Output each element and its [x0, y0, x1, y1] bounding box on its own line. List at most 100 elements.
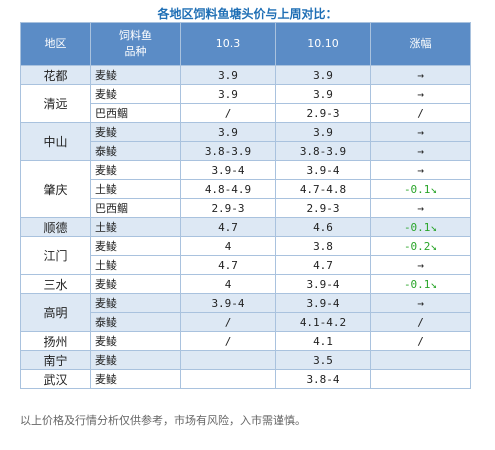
region-cell: 肇庆: [20, 160, 91, 218]
price-cell: 3.9-4: [275, 274, 371, 294]
species-cell: 麦鲮: [90, 236, 181, 256]
price-cell: 3.9: [275, 122, 371, 142]
price-cell: 3.9: [180, 84, 276, 104]
species-cell: 巴西鲴: [90, 198, 181, 218]
species-cell: 泰鲮: [90, 141, 181, 161]
price-cell: 3.9-4: [275, 293, 371, 313]
table-row: 扬州 麦鲮/4.1/: [20, 331, 471, 351]
price-cell: 3.9: [180, 122, 276, 142]
price-cell: 2.9-3: [275, 103, 371, 123]
title: 各地区饲料鱼塘头价与上周对比：: [157, 7, 338, 21]
price-cell: →: [370, 293, 471, 313]
table-row: 巴西鲴 2.9-3 2.9-3 →: [21, 198, 471, 218]
price-cell: /: [180, 331, 276, 351]
price-cell: →: [370, 65, 471, 85]
price-cell: 4.1-4.2: [275, 312, 371, 332]
price-cell: 4.7: [180, 217, 276, 237]
price-cell: 3.8-3.9: [275, 141, 371, 161]
empty-cell: [370, 350, 471, 370]
species-cell: 麦鲮: [90, 160, 181, 180]
price-cell: -0.1↘: [370, 274, 471, 294]
region-cell: 高明: [20, 293, 91, 332]
table-row: 清远 麦鲮 3.9 3.9 →: [20, 84, 471, 123]
footer-note: 以上价格及行情分析仅供参考，市场有风险，入市需谨慎。: [20, 414, 306, 427]
region-cell: 武汉: [20, 369, 91, 389]
header-cell: 10.3: [180, 22, 276, 66]
species-cell: 麦鲮: [90, 350, 181, 370]
species-cell: 泰鲮: [90, 312, 181, 332]
price-cell: 4.1: [275, 331, 371, 351]
species-cell: 土鲮: [90, 217, 181, 237]
region-cell: 中山: [20, 122, 91, 161]
empty-cell: [180, 369, 276, 389]
price-cell: →: [370, 122, 471, 142]
price-cell: /: [370, 331, 471, 351]
table-row: 高明 麦鲮 3.9-4 3.9-4 →: [20, 293, 471, 332]
header-cell: 饲料鱼 品种: [90, 22, 181, 66]
table-row: 花都 麦鲮 3.9 3.9 →: [20, 65, 471, 85]
region-cell: 江门: [20, 236, 91, 275]
table-row: 顺德 土鲮 4.7 4.6 -0.1↘: [20, 217, 471, 237]
price-cell: 3.9: [180, 65, 276, 85]
header-cell: 地区: [20, 22, 91, 66]
price-cell: 3.8: [275, 236, 371, 256]
header-row: 地区 饲料鱼 品种 10.3 10.10 涨幅: [20, 22, 471, 66]
price-cell: 3.9-4: [180, 293, 276, 313]
price-cell: 3.9-4: [180, 160, 276, 180]
header-line: 饲料鱼: [119, 29, 152, 42]
species-cell: 麦鲮: [90, 274, 181, 294]
species-cell: 土鲮: [90, 255, 181, 275]
price-cell: →: [370, 84, 471, 104]
species-cell: 麦鲮: [90, 369, 181, 389]
species-cell: 麦鲮: [90, 122, 181, 142]
price-cell: 4.7-4.8: [275, 179, 371, 199]
price-cell: 4.6: [275, 217, 371, 237]
species-cell: 麦鲮: [90, 65, 181, 85]
price-cell: 4: [180, 236, 276, 256]
price-table: 地区 饲料鱼 品种 10.3 10.10 涨幅 花都 麦鲮 3.9 3.9 → 清远 麦鲮 3.9 3.9…: [20, 22, 471, 389]
price-cell: 4: [180, 274, 276, 294]
price-cell: /: [180, 103, 276, 123]
region-cell: 花都: [20, 65, 91, 85]
table-row: 中山 麦鲮 3.9 3.9 →: [20, 122, 471, 161]
price-cell: 3.9: [275, 65, 371, 85]
table-row: 泰鲮 3.8-3.9 3.8-3.9 →: [21, 141, 471, 161]
header-line: 品种: [124, 45, 147, 58]
species-cell: 麦鲮: [90, 331, 181, 351]
price-cell: 2.9-3: [275, 198, 371, 218]
header-cell: 涨幅: [370, 22, 471, 66]
table-row: 泰鲮/4.1-4.2/: [21, 312, 471, 332]
price-cell: →: [370, 255, 471, 275]
price-cell: 3.9-4: [275, 160, 371, 180]
price-cell: /: [370, 103, 471, 123]
price-cell: →: [370, 141, 471, 161]
region-cell: 清远: [20, 84, 91, 123]
empty-cell: [370, 369, 471, 389]
species-cell: 麦鲮: [90, 84, 181, 104]
price-cell: →: [370, 198, 471, 218]
price-cell: -0.2↘: [370, 236, 471, 256]
region-cell: 扬州: [20, 331, 91, 351]
header-cell: 10.10: [275, 22, 371, 66]
region-cell: 三水: [20, 274, 91, 294]
price-cell: 3.8-4: [275, 369, 371, 389]
price-cell: 2.9-3: [180, 198, 276, 218]
empty-cell: [180, 350, 276, 370]
region-cell: 顺德: [20, 217, 91, 237]
table-row: 江门 麦鲮 4 3.8 -0.2↘: [20, 236, 471, 275]
table-body: 花都 麦鲮 3.9 3.9 → 清远 麦鲮 3.9 3.9 → 巴西鲴/2.9-3/中山 麦鲮 3.9 3…: [20, 65, 471, 389]
price-cell: 3.9: [275, 84, 371, 104]
species-cell: 土鲮: [90, 179, 181, 199]
price-cell: 3.8-3.9: [180, 141, 276, 161]
table-row: 三水 麦鲮 4 3.9-4 -0.1↘: [20, 274, 471, 294]
region-cell: 南宁: [20, 350, 91, 370]
price-cell: 4.7: [275, 255, 371, 275]
price-cell: 4.7: [180, 255, 276, 275]
price-cell: /: [180, 312, 276, 332]
table-row: 武汉 麦鲮 3.8-4: [20, 369, 471, 389]
species-cell: 巴西鲴: [90, 103, 181, 123]
table-row: 南宁 麦鲮 3.5: [20, 350, 471, 370]
price-cell: 3.5: [275, 350, 371, 370]
price-cell: /: [370, 312, 471, 332]
